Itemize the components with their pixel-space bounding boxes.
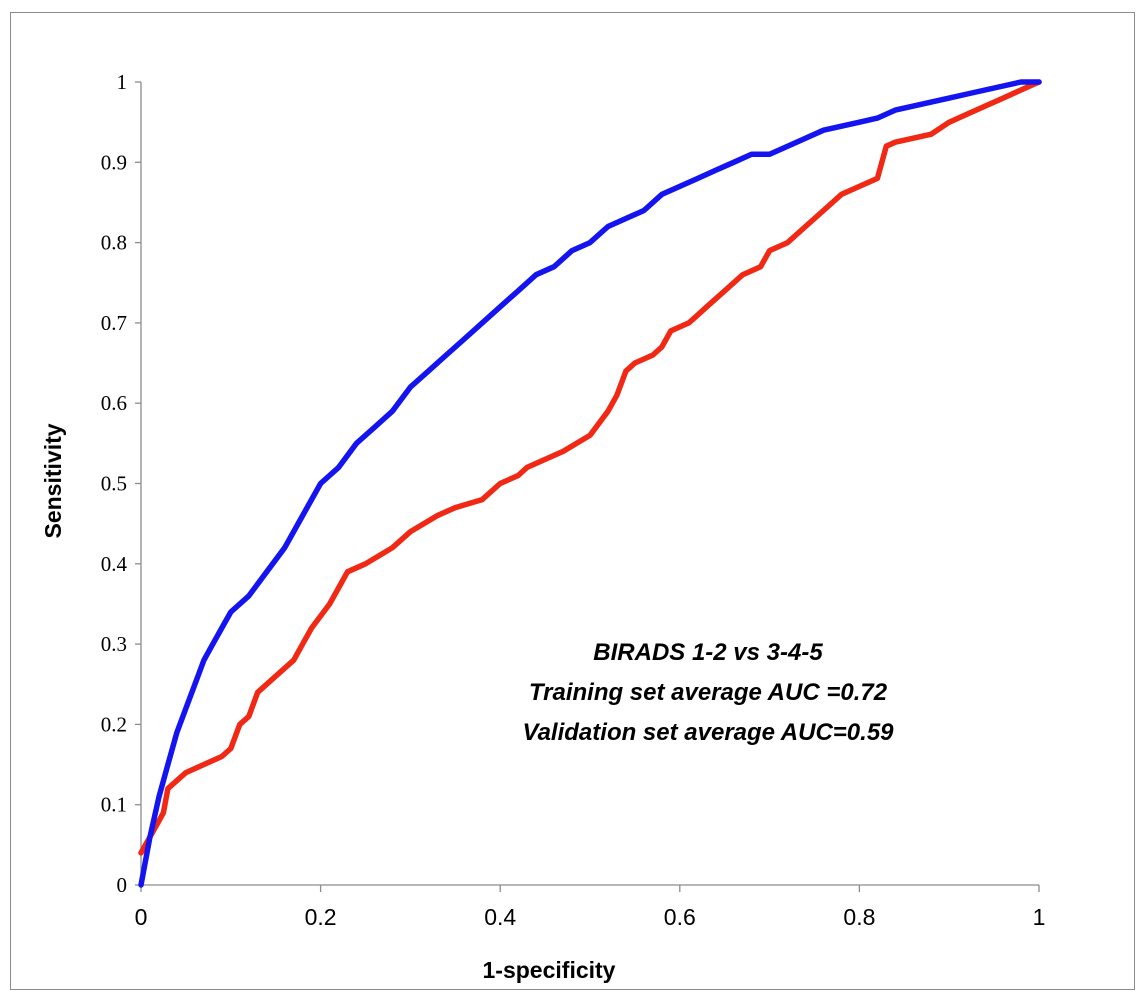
x-tick-label: 0.8	[843, 904, 875, 930]
annotation-training-auc: Training set average AUC =0.72	[529, 679, 888, 706]
x-tick-label: 0.2	[305, 904, 337, 930]
x-tick-label: 0.4	[484, 904, 516, 930]
y-tick-label: 0.5	[101, 472, 127, 496]
y-tick-label: 0.9	[101, 150, 127, 174]
roc-chart: 0 0.1 0.2 0.3 0.4 0.5 0.6 0.7 0.8 0.9 1 0 0.2 0.4 0.6…	[40, 70, 1046, 983]
training-roc-line	[138, 79, 1042, 888]
x-tick-label: 0.6	[664, 904, 696, 930]
x-axis-title: 1-specificity	[483, 957, 616, 983]
y-tick-label: 0.1	[101, 793, 127, 817]
series-lines	[138, 79, 1042, 888]
y-tick-label: 1	[117, 70, 128, 94]
y-tick-label: 0.4	[101, 552, 128, 576]
annotation-validation-auc: Validation set average AUC=0.59	[522, 719, 894, 746]
chart-frame: 0 0.1 0.2 0.3 0.4 0.5 0.6 0.7 0.8 0.9 1 0 0.2 0.4 0.6…	[10, 12, 1135, 990]
axes	[140, 82, 1039, 886]
y-tick-label: 0.7	[101, 311, 127, 335]
x-tick-label: 1	[1033, 904, 1046, 930]
annotation-title: BIRADS 1-2 vs 3-4-5	[593, 639, 823, 666]
y-axis-title: Sensitivity	[40, 423, 66, 538]
y-tick-label: 0.6	[101, 391, 127, 415]
x-tick-labels: 0 0.2 0.4 0.6 0.8 1	[135, 885, 1046, 930]
y-tick-label: 0.2	[101, 712, 127, 736]
x-tick-label: 0	[135, 904, 148, 930]
y-tick-label: 0	[117, 873, 128, 897]
validation-roc-line	[138, 79, 1042, 856]
y-tick-labels: 0 0.1 0.2 0.3 0.4 0.5 0.6 0.7 0.8 0.9 1	[101, 70, 141, 897]
y-tick-label: 0.3	[101, 632, 127, 656]
y-tick-label: 0.8	[101, 231, 127, 255]
